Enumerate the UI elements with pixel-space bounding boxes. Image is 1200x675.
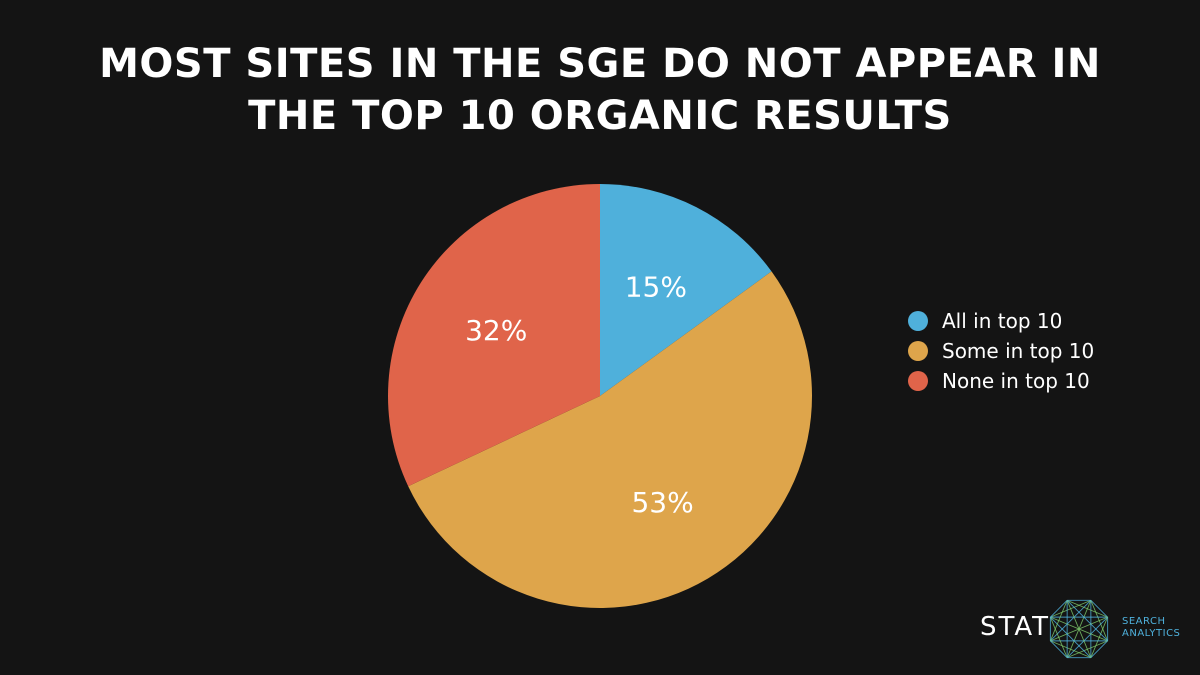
chart-legend: All in top 10 Some in top 10 None in top… <box>908 306 1094 396</box>
legend-label: Some in top 10 <box>942 339 1095 363</box>
slice-label-none-in-top-10: 32% <box>465 314 527 347</box>
legend-label: None in top 10 <box>942 369 1090 393</box>
legend-item-some-in-top-10: Some in top 10 <box>908 336 1094 366</box>
chart-title-line-1: MOST SITES IN THE SGE DO NOT APPEAR IN <box>99 41 1101 87</box>
slice-label-some-in-top-10: 53% <box>631 486 693 519</box>
chart-title-line-2: THE TOP 10 ORGANIC RESULTS <box>248 93 952 139</box>
brand-name: STAT <box>980 612 1051 642</box>
network-polygon-icon <box>1049 599 1109 659</box>
pie-slice-none-in-top-10 <box>388 184 600 487</box>
brand-tagline-line-2: ANALYTICS <box>1122 628 1181 639</box>
chart-title: MOST SITES IN THE SGE DO NOT APPEAR IN T… <box>0 38 1200 142</box>
legend-swatch <box>908 371 928 391</box>
brand-tagline: SEARCH ANALYTICS <box>1122 616 1180 640</box>
pie-slice-some-in-top-10 <box>408 271 813 609</box>
brand-logo: STAT SEARCH ANALYTICS <box>980 594 1180 664</box>
legend-item-all-in-top-10: All in top 10 <box>908 306 1094 336</box>
brand-tagline-line-1: SEARCH <box>1122 616 1166 627</box>
legend-item-none-in-top-10: None in top 10 <box>908 366 1094 396</box>
legend-swatch <box>908 311 928 331</box>
legend-label: All in top 10 <box>942 309 1063 333</box>
pie-slice-all-in-top-10 <box>600 184 772 396</box>
slice-label-all-in-top-10: 15% <box>625 270 687 303</box>
legend-swatch <box>908 341 928 361</box>
